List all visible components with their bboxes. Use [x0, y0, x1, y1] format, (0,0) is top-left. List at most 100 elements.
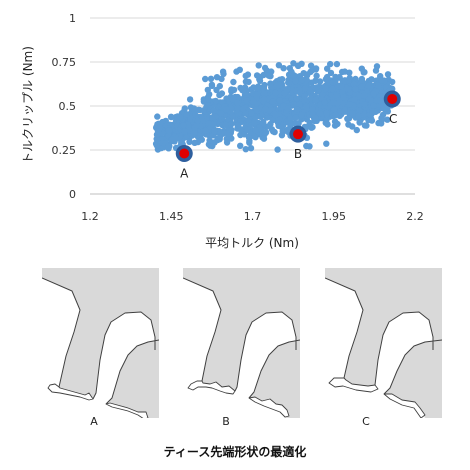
- scatter-point: [296, 89, 304, 96]
- scatter-point: [298, 111, 305, 119]
- scatter-point: [375, 82, 382, 90]
- scatter-point: [223, 106, 230, 113]
- shapes-caption: ティース先端形状の最適化: [164, 444, 307, 459]
- scatter-point: [306, 87, 314, 95]
- scatter-point: [186, 138, 193, 145]
- scatter-point: [293, 95, 300, 102]
- scatter-point: [316, 78, 324, 85]
- scatter-point: [260, 84, 268, 91]
- scatter-point: [235, 122, 242, 129]
- scatter-point: [301, 85, 309, 92]
- tooth-shape-a-lower-body: [106, 340, 159, 418]
- scatter-point: [234, 104, 241, 112]
- tooth-shape-c: [325, 268, 442, 418]
- scatter-point: [250, 84, 257, 91]
- scatter-point: [356, 107, 363, 114]
- scatter-point: [301, 93, 308, 100]
- tooth-shape-b-tip-right: [248, 396, 290, 418]
- tooth-shape-a-outline: [42, 277, 159, 405]
- scatter-point: [217, 110, 225, 117]
- scatter-point: [331, 118, 339, 125]
- scatter-point: [219, 68, 227, 75]
- x-tick-label: 1.45: [159, 210, 184, 223]
- tooth-shape-a-upper-body: [42, 268, 159, 399]
- shape-label-c: C: [362, 415, 370, 428]
- scatter-point: [272, 112, 279, 119]
- scatter-point: [205, 96, 212, 103]
- scatter-point: [361, 122, 369, 129]
- scatter-point: [200, 107, 207, 114]
- scatter-point: [329, 85, 336, 93]
- scatter-point: [346, 74, 353, 82]
- scatter-point: [206, 137, 213, 144]
- scatter-point: [346, 101, 353, 108]
- scatter-point: [237, 142, 244, 149]
- scatter-point: [155, 128, 162, 135]
- scatter-point: [181, 128, 188, 135]
- scatter-point: [336, 74, 343, 81]
- scatter-point: [293, 106, 301, 113]
- scatter-point: [303, 76, 310, 84]
- highlight-label-a: A: [180, 167, 189, 181]
- scatter-point: [321, 99, 328, 106]
- scatter-point: [194, 117, 201, 125]
- scatter-point: [292, 77, 299, 85]
- scatter-point: [212, 97, 219, 105]
- scatter-point: [327, 60, 334, 68]
- x-tick-label: 1.7: [244, 210, 262, 223]
- scatter-point: [338, 83, 345, 90]
- scatter-point: [222, 121, 229, 129]
- scatter-point: [165, 127, 173, 134]
- scatter-point: [252, 126, 259, 134]
- scatter-point: [191, 139, 198, 146]
- scatter-point: [234, 99, 241, 107]
- shape-label-a: A: [90, 415, 98, 428]
- scatter-point: [227, 121, 235, 128]
- scatter-point: [237, 84, 244, 92]
- scatter-point: [262, 129, 270, 136]
- highlight-label-c: C: [389, 112, 397, 126]
- scatter-point: [213, 74, 221, 81]
- scatter-point: [260, 135, 268, 142]
- tooth-shape-b-lower-body: [249, 340, 300, 418]
- tooth-shape-b-outline: [183, 277, 300, 399]
- scatter-point: [300, 70, 307, 77]
- scatter-point: [229, 96, 237, 103]
- x-tick-label: 2.2: [406, 210, 424, 223]
- scatter-point: [261, 90, 268, 97]
- scatter-point: [280, 65, 287, 72]
- scatter-point: [323, 140, 330, 147]
- y-axis-label: トルクリップル (Nm): [21, 46, 35, 164]
- x-tick-labels: 1.2 1.45 1.7 1.95 2.2: [81, 210, 424, 223]
- scatter-point: [260, 95, 268, 103]
- scatter-point: [202, 75, 209, 83]
- tooth-shape-b-upper-body: [183, 268, 300, 391]
- tooth-shape-a: [42, 268, 159, 418]
- scatter-point: [355, 112, 362, 120]
- scatter-point: [251, 119, 258, 127]
- scatter-point: [180, 122, 187, 129]
- scatter-point: [316, 110, 324, 117]
- scatter-point: [276, 76, 284, 83]
- scatter-point: [376, 97, 384, 105]
- scatter-point: [230, 86, 238, 94]
- scatter-point: [213, 86, 220, 94]
- tooth-shape-a-tip-left: [47, 383, 94, 401]
- scatter-point: [245, 78, 252, 86]
- scatter-point: [360, 111, 367, 118]
- scatter-point: [296, 101, 303, 108]
- scatter-point: [290, 72, 298, 79]
- scatter-point: [207, 75, 215, 83]
- scatter-point: [309, 106, 316, 113]
- scatter-point: [298, 76, 306, 84]
- scatter-point: [242, 146, 249, 153]
- scatter-point: [260, 71, 267, 79]
- scatter-point: [186, 96, 194, 103]
- y-tick-labels: 0 0.25 0.5 0.75 1: [52, 12, 77, 201]
- scatter-point: [313, 84, 320, 91]
- scatter-point: [198, 136, 205, 143]
- highlight-point-a: [179, 148, 190, 159]
- scatter-point: [190, 130, 197, 137]
- scatter-point: [333, 60, 341, 68]
- scatter-point: [290, 60, 297, 67]
